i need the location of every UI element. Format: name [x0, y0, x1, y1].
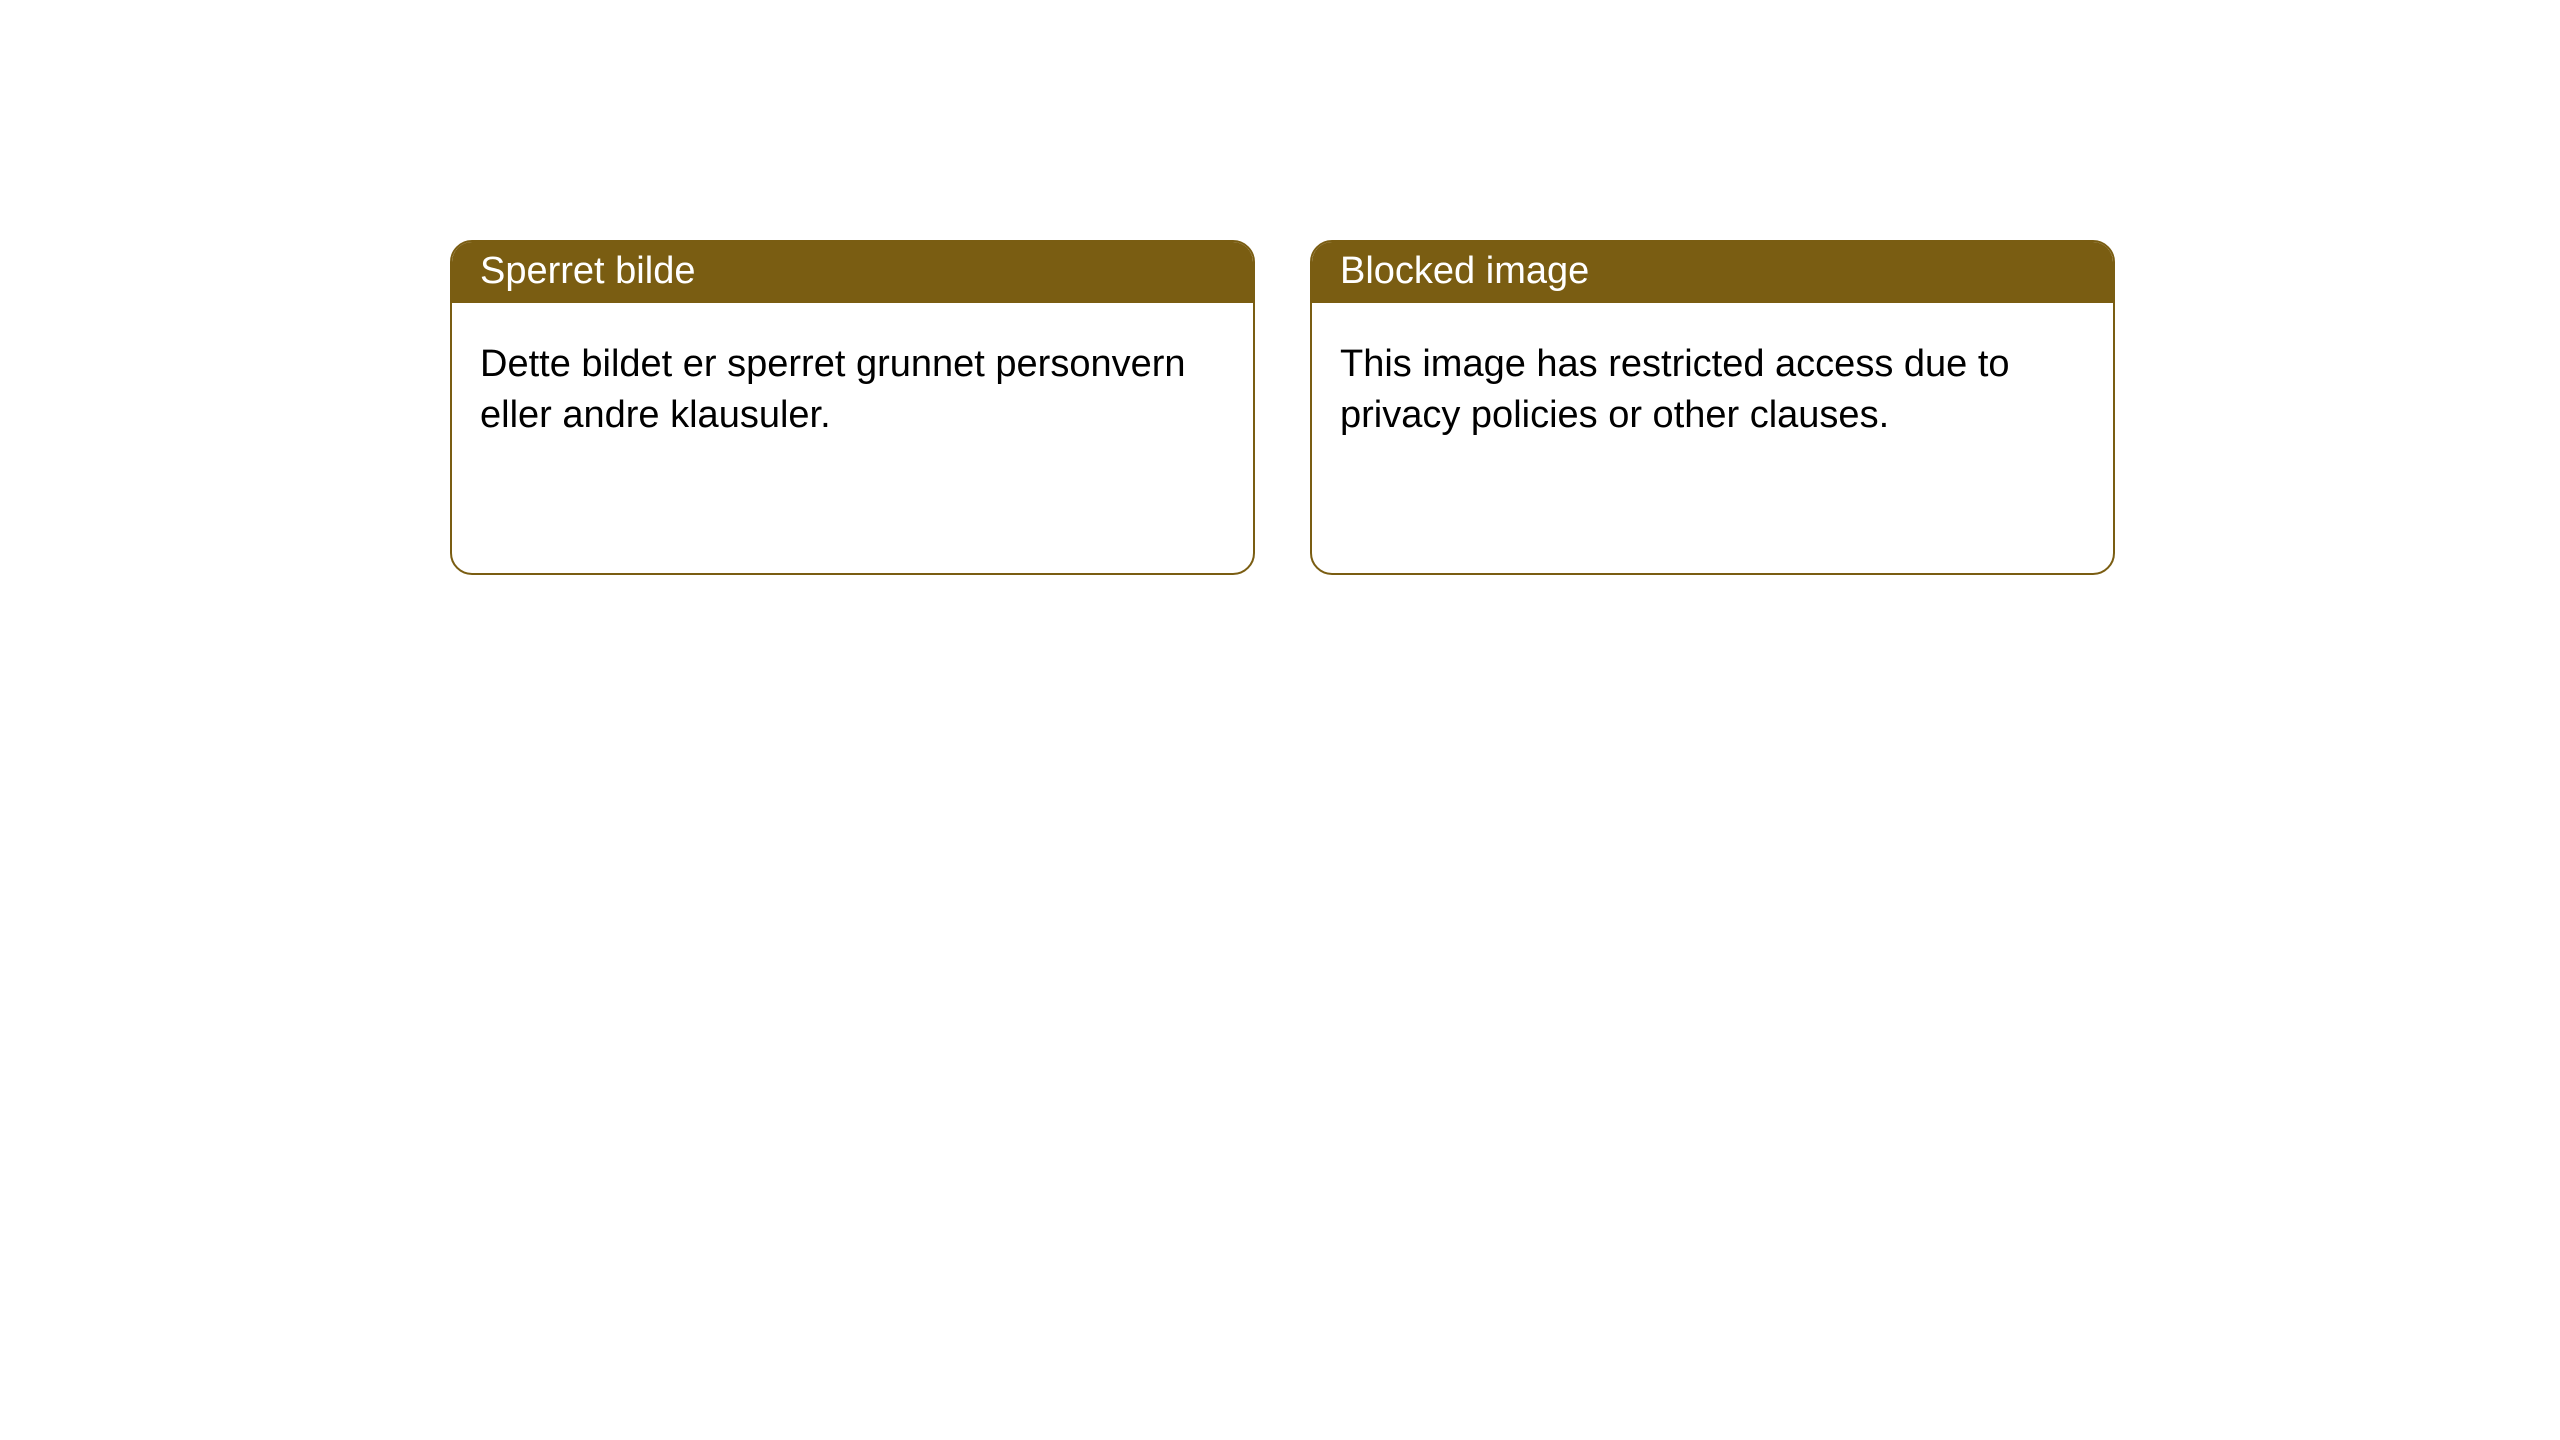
notice-card-norwegian: Sperret bilde Dette bildet er sperret gr… [450, 240, 1255, 575]
notice-title-norwegian: Sperret bilde [452, 242, 1253, 303]
notice-container: Sperret bilde Dette bildet er sperret gr… [0, 0, 2560, 575]
notice-card-english: Blocked image This image has restricted … [1310, 240, 2115, 575]
notice-body-norwegian: Dette bildet er sperret grunnet personve… [452, 303, 1253, 478]
notice-title-english: Blocked image [1312, 242, 2113, 303]
notice-body-english: This image has restricted access due to … [1312, 303, 2113, 478]
